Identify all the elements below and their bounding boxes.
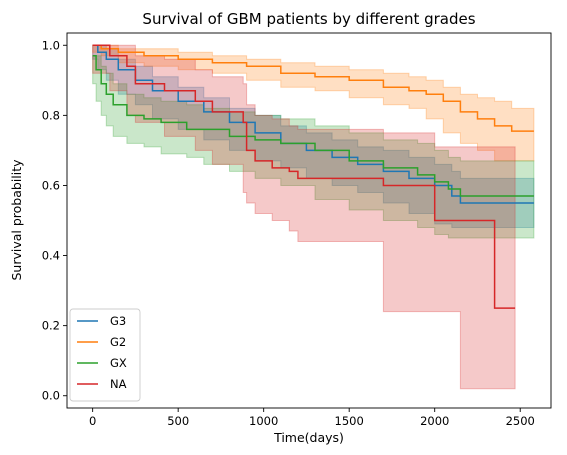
y-axis-label: Survival probability [9,159,24,281]
series-line-g3 [92,44,534,204]
series-line-na [92,44,516,309]
x-tick-label: 500 [167,414,189,428]
y-tick-label: 0.6 [42,178,60,192]
x-tick-label: 1000 [249,414,278,428]
y-tick-label: 0.2 [42,319,60,333]
legend-label-g2: G2 [110,335,126,349]
x-tick-label: 2500 [506,414,535,428]
chart-title: Survival of GBM patients by different gr… [142,10,475,28]
x-axis: 0 500 1000 1500 2000 2500 [89,408,535,428]
y-tick-label: 0.4 [42,249,60,263]
confidence-band-g2 [92,44,535,162]
legend-label-g3: G3 [110,314,126,328]
confidence-band-g3 [92,44,535,228]
x-axis-label: Time(days) [273,430,344,445]
legend-box [69,308,141,402]
legend-label-gx: GX [110,356,127,370]
confidence-band-na [92,44,516,390]
x-tick-label: 1500 [335,414,364,428]
series-line-gx [92,55,534,197]
series-line-g2 [92,44,534,132]
x-tick-label: 2000 [420,414,449,428]
confidence-band-gx [92,55,535,239]
survival-curves [92,44,534,309]
confidence-bands [92,44,535,390]
y-tick-label: 0.8 [42,108,60,122]
legend: G3 G2 GX NA [69,308,141,402]
y-axis: 0.0 0.2 0.4 0.6 0.8 1.0 [42,38,67,403]
x-tick-label: 0 [89,414,96,428]
legend-label-na: NA [110,377,127,391]
plot-frame [66,32,552,409]
y-tick-label: 1.0 [42,38,60,52]
y-tick-label: 0.0 [42,389,60,403]
